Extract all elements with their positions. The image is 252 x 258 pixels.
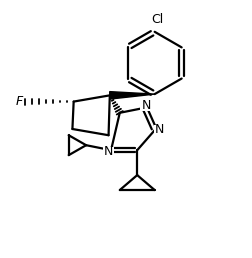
Text: N: N bbox=[104, 145, 113, 158]
Bar bbox=[154, 125, 165, 134]
Text: F: F bbox=[16, 95, 23, 108]
Text: N: N bbox=[155, 123, 164, 136]
Bar bbox=[103, 147, 114, 156]
Bar bbox=[140, 101, 151, 111]
Polygon shape bbox=[110, 92, 155, 99]
Text: Cl: Cl bbox=[151, 13, 163, 26]
Text: N: N bbox=[141, 99, 151, 112]
